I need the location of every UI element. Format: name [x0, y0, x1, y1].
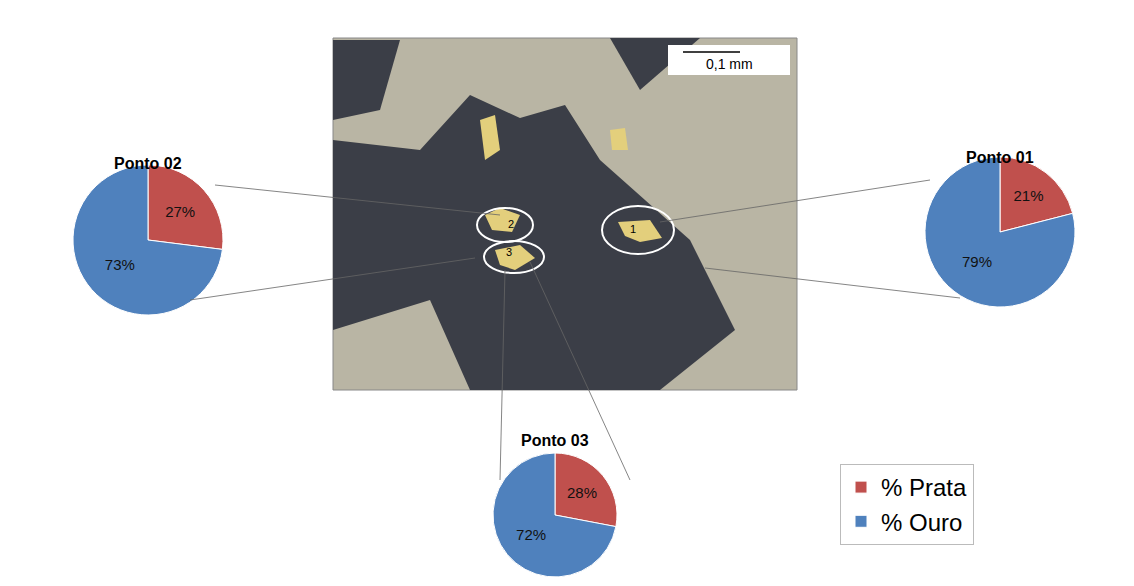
svg-text:27%: 27% [165, 203, 195, 220]
svg-text:Ponto 03: Ponto 03 [521, 432, 589, 449]
svg-text:79%: 79% [962, 253, 992, 270]
svg-text:Ponto 02: Ponto 02 [114, 155, 182, 172]
svg-text:2: 2 [508, 218, 514, 230]
svg-text:21%: 21% [1013, 187, 1043, 204]
svg-text:72%: 72% [516, 526, 546, 543]
svg-text:73%: 73% [105, 256, 135, 273]
svg-text:3: 3 [506, 246, 512, 258]
svg-text:% Ouro: % Ouro [881, 509, 962, 536]
svg-text:Ponto 01: Ponto 01 [966, 149, 1034, 166]
svg-text:% Prata: % Prata [881, 474, 967, 501]
svg-text:28%: 28% [567, 484, 597, 501]
svg-text:1: 1 [630, 223, 636, 235]
svg-text:0,1 mm: 0,1 mm [706, 56, 753, 72]
